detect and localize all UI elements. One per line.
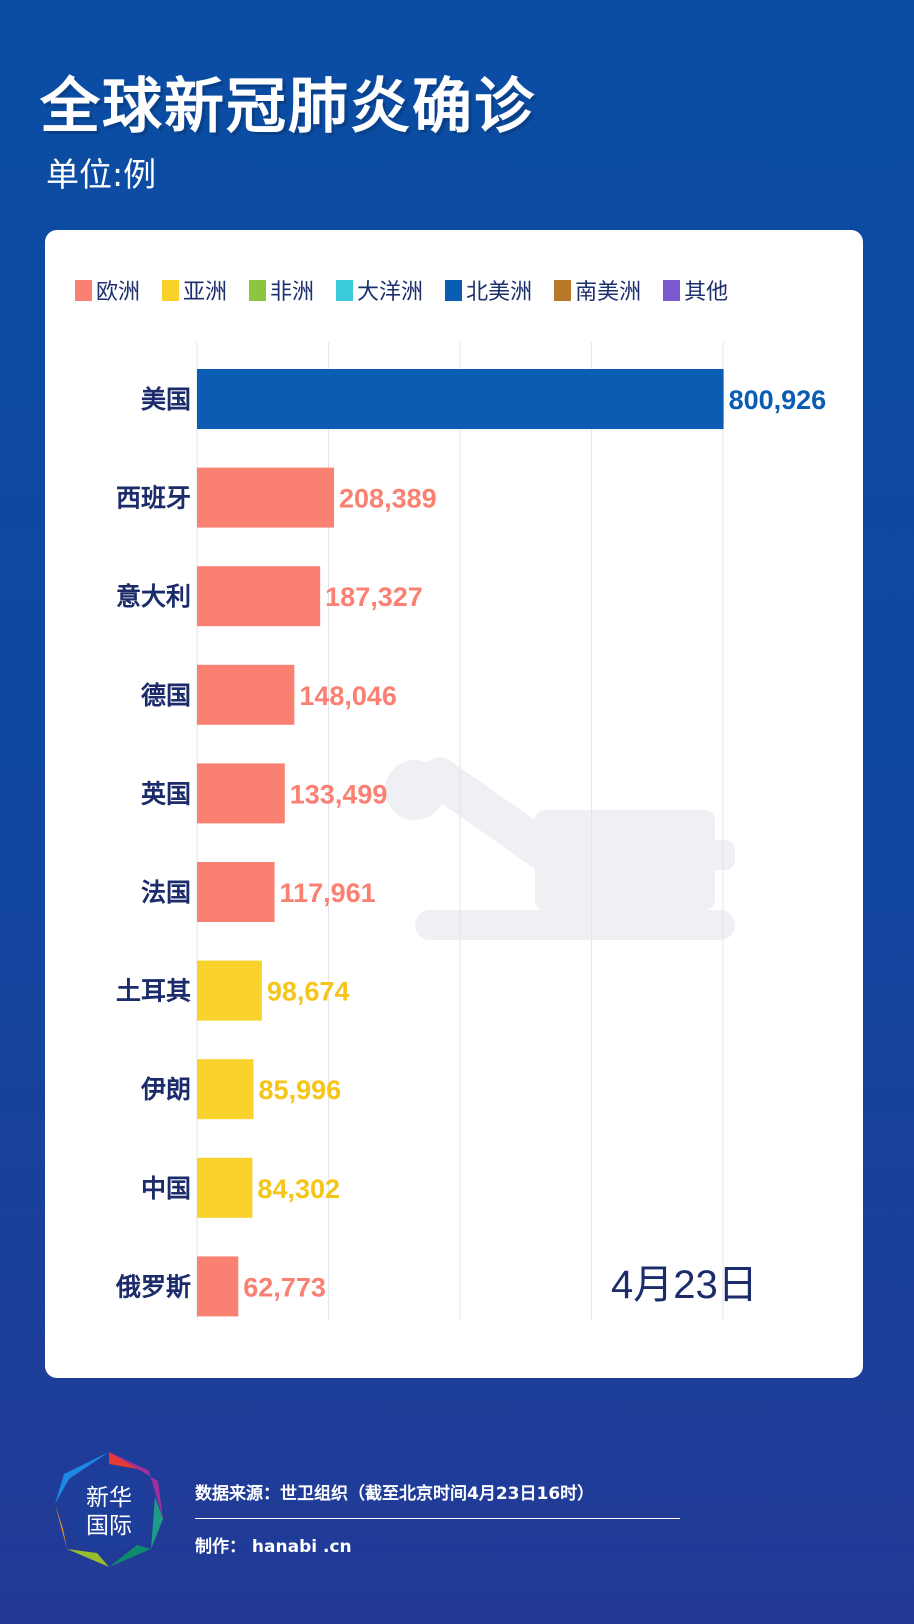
date-label: 4月23日 [611,1263,758,1307]
legend-item: 北美洲 [445,274,532,306]
legend-swatch [663,279,681,301]
category-label: 美国 [141,385,191,414]
legend-swatch [162,279,180,301]
bar-chart: 美国 800,926 西班牙 208,389 意大利 187,327 德国 148,046 英国… [115,342,827,1320]
value-label: 187,327 [325,582,423,612]
legend: 欧洲 亚洲 非洲 大洋洲 北美洲 南美洲 其他 [75,274,728,306]
legend-swatch [554,279,572,301]
legend-swatch [336,279,354,301]
value-label: 800,926 [729,385,827,415]
legend-label: 亚洲 [183,280,228,305]
category-label: 意大利 [116,582,191,611]
value-label: 84,302 [257,1174,340,1204]
value-label: 148,046 [299,681,397,711]
watermark-icon [385,757,735,940]
legend-label: 南美洲 [575,280,642,305]
value-label: 85,996 [259,1075,342,1105]
svg-text:国际: 国际 [86,1513,132,1539]
category-label: 法国 [141,878,191,907]
value-label: 133,499 [290,779,388,809]
legend-label: 非洲 [270,280,315,305]
legend-item: 非洲 [249,274,314,306]
bar [197,1059,254,1120]
category-label: 土耳其 [116,977,191,1006]
legend-item: 亚洲 [162,274,227,306]
legend-item: 其他 [663,274,728,306]
legend-item: 南美洲 [554,274,641,306]
legend-label: 其他 [684,280,729,305]
bar [197,467,335,528]
value-label: 98,674 [267,977,350,1007]
footer-divider [195,1518,680,1519]
value-label: 208,389 [339,484,437,514]
bar [197,763,285,824]
bar [197,566,321,627]
bar [197,664,295,725]
value-label: 62,773 [243,1272,326,1302]
category-label: 德国 [141,681,191,710]
svg-text:新华: 新华 [86,1485,132,1511]
data-source: 数据来源：世卫组织（截至北京时间4月23日16时） [195,1484,595,1504]
xinhua-logo: 新华 国际 [55,1452,163,1567]
category-label: 西班牙 [116,484,191,513]
legend-label: 北美洲 [466,280,533,305]
category-label: 中国 [141,1174,191,1203]
category-label: 俄罗斯 [115,1272,191,1301]
value-label: 117,961 [280,878,376,908]
page-title: 全球新冠肺炎确诊 [40,72,536,142]
category-label: 伊朗 [140,1075,191,1104]
bar [197,369,724,429]
bar [197,862,275,922]
legend-item: 欧洲 [75,274,140,306]
legend-swatch [445,279,463,301]
bar [197,1157,253,1218]
legend-label: 欧洲 [96,280,141,305]
legend-label: 大洋洲 [357,280,424,305]
chart-card: 欧洲 亚洲 非洲 大洋洲 北美洲 南美洲 其他 美国 800,926 西班牙 208,389 意大利… [45,230,863,1378]
legend-item: 大洋洲 [336,274,423,306]
legend-swatch [249,279,267,301]
credit: 制作： hanabi .cn [195,1537,352,1557]
legend-swatch [75,279,92,301]
category-label: 英国 [141,779,191,808]
bar [197,960,262,1021]
unit-label: 单位:例 [46,155,157,194]
bar [197,1256,239,1317]
